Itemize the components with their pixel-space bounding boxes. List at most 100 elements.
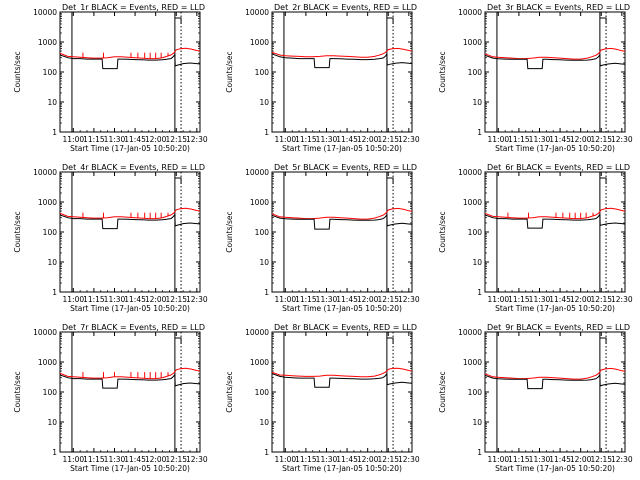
x-tick-label: 12:30	[398, 455, 420, 464]
y-tick-label: 10000	[245, 168, 269, 177]
plot-frame	[271, 171, 413, 293]
x-tick-label: 11:15	[295, 455, 317, 464]
detector-panel: Det_4r BLACK = Events, RED = LLD 1 10 100 10…	[13, 163, 208, 313]
panel-title: Det_1r BLACK = Events, RED = LLD	[62, 3, 205, 12]
panel-title: Det_3r BLACK = Events, RED = LLD	[487, 3, 630, 12]
interval-bracket	[599, 177, 607, 184]
events-rate-line	[60, 373, 200, 389]
panel-title: Det_2r BLACK = Events, RED = LLD	[274, 3, 417, 12]
detector-panel: Det_9r BLACK = Events, RED = LLD 1 10 100 10…	[438, 323, 633, 473]
x-tick-label: 12:00	[570, 455, 592, 464]
x-tick-label: 12:15	[590, 295, 612, 304]
y-tick-label: 10000	[458, 8, 482, 17]
x-tick-label: 11:15	[508, 135, 530, 144]
interval-bracket	[174, 177, 182, 184]
y-tick-label: 100	[468, 388, 483, 397]
x-tick-label: 11:00	[63, 455, 85, 464]
lld-rate-line	[485, 367, 625, 380]
plot-area	[485, 172, 625, 292]
lld-rate-line	[60, 47, 200, 60]
x-tick-label: 12:00	[145, 455, 167, 464]
y-axis-label: Counts/sec	[225, 51, 234, 92]
x-tick-label: 11:45	[124, 295, 146, 304]
x-tick-label: 11:00	[488, 455, 510, 464]
plot-frame	[59, 331, 201, 453]
y-tick-label: 1	[264, 448, 269, 457]
lld-rate-line	[272, 207, 412, 220]
y-tick-label: 1	[52, 128, 57, 137]
y-tick-label: 10000	[33, 8, 57, 17]
y-axis-label: Counts/sec	[13, 371, 22, 412]
x-tick-label: 11:30	[104, 295, 126, 304]
x-tick-label: 11:30	[529, 455, 551, 464]
events-rate-line	[60, 53, 200, 70]
x-axis-label: Start Time (17-Jan-05 10:50:20)	[70, 464, 190, 473]
y-tick-label: 10000	[458, 168, 482, 177]
x-tick-label: 11:30	[529, 295, 551, 304]
y-axis-label: Counts/sec	[225, 211, 234, 252]
y-tick-label: 10	[259, 98, 269, 107]
y-tick-label: 100	[43, 388, 58, 397]
x-tick-label: 12:15	[377, 455, 399, 464]
detector-panel: Det_2r BLACK = Events, RED = LLD 1 10 100 10…	[225, 3, 420, 153]
detector-panel: Det_7r BLACK = Events, RED = LLD 1 10 100 10…	[13, 323, 208, 473]
lld-rate-line	[60, 367, 200, 380]
events-rate-line	[272, 53, 412, 69]
y-tick-label: 1000	[38, 198, 57, 207]
y-tick-label: 1	[477, 288, 482, 297]
y-tick-label: 1	[477, 448, 482, 457]
y-tick-label: 1000	[463, 38, 482, 47]
events-rate-line	[485, 213, 625, 229]
y-tick-label: 1	[52, 288, 57, 297]
plot-area	[485, 12, 625, 132]
interval-bracket	[599, 17, 607, 24]
y-tick-label: 1	[264, 128, 269, 137]
events-rate-line	[272, 213, 412, 230]
x-tick-label: 11:00	[488, 135, 510, 144]
y-axis-label: Counts/sec	[13, 51, 22, 92]
lld-rate-line	[272, 47, 412, 58]
y-tick-label: 100	[255, 388, 270, 397]
x-tick-label: 12:00	[570, 295, 592, 304]
x-tick-label: 12:30	[611, 295, 633, 304]
x-tick-label: 11:30	[316, 455, 338, 464]
x-tick-label: 11:45	[549, 295, 571, 304]
y-tick-label: 10	[259, 418, 269, 427]
y-tick-label: 1000	[250, 198, 269, 207]
y-tick-label: 10000	[245, 8, 269, 17]
interval-bracket	[174, 337, 182, 344]
x-tick-label: 11:00	[488, 295, 510, 304]
y-tick-label: 10	[47, 258, 57, 267]
x-tick-label: 11:15	[295, 135, 317, 144]
x-tick-label: 11:30	[316, 295, 338, 304]
x-tick-label: 11:45	[336, 295, 358, 304]
y-tick-label: 100	[43, 68, 58, 77]
x-tick-label: 11:00	[275, 295, 297, 304]
x-axis-label: Start Time (17-Jan-05 10:50:20)	[282, 464, 402, 473]
x-tick-label: 12:00	[570, 135, 592, 144]
plot-frame	[59, 11, 201, 133]
y-tick-label: 10000	[33, 328, 57, 337]
y-axis-label: Counts/sec	[13, 211, 22, 252]
plot-area	[60, 172, 200, 292]
plot-frame	[484, 11, 626, 133]
x-tick-label: 12:30	[186, 295, 208, 304]
y-tick-label: 10000	[33, 168, 57, 177]
x-axis-label: Start Time (17-Jan-05 10:50:20)	[70, 304, 190, 313]
x-tick-label: 11:00	[275, 455, 297, 464]
x-tick-label: 11:15	[295, 295, 317, 304]
lld-rate-line	[485, 47, 625, 60]
x-tick-label: 11:00	[275, 135, 297, 144]
x-tick-label: 11:45	[549, 455, 571, 464]
plot-frame	[484, 171, 626, 293]
x-tick-label: 11:45	[124, 135, 146, 144]
plot-frame	[271, 11, 413, 133]
x-tick-label: 12:30	[398, 135, 420, 144]
detector-panel: Det_3r BLACK = Events, RED = LLD 1 10 100 10…	[438, 3, 633, 153]
y-axis-label: Counts/sec	[225, 371, 234, 412]
y-tick-label: 100	[468, 68, 483, 77]
interval-bracket	[386, 17, 394, 24]
x-tick-label: 11:00	[63, 135, 85, 144]
panel-title: Det_5r BLACK = Events, RED = LLD	[274, 163, 417, 172]
